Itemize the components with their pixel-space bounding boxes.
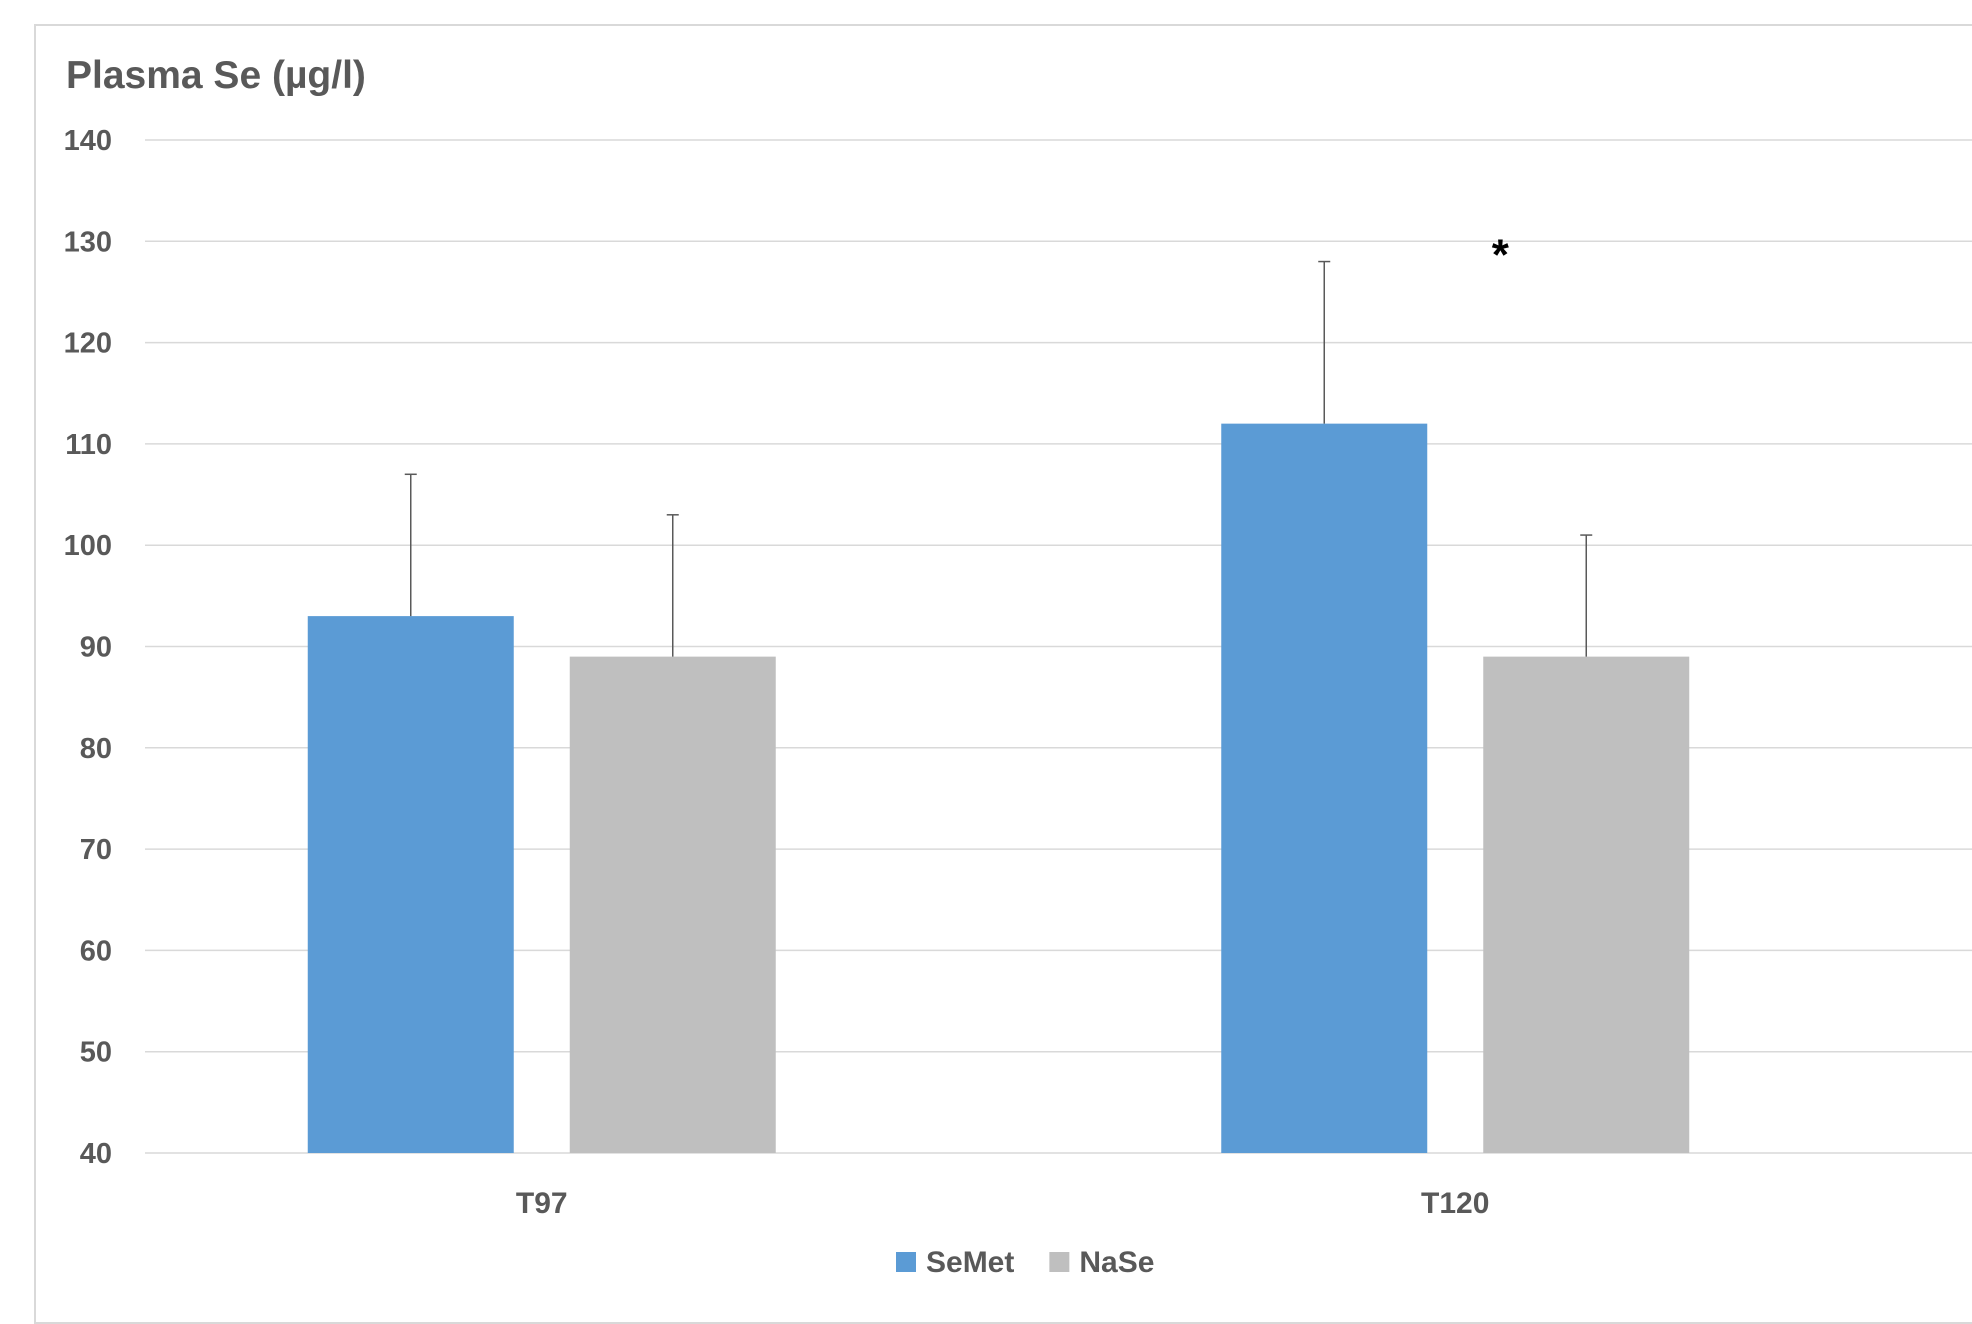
- legend-label: SeMet: [926, 1246, 1014, 1279]
- legend-swatch: [896, 1252, 916, 1272]
- significance-marker: *: [1492, 230, 1510, 279]
- annotations: *: [1492, 230, 1510, 279]
- y-tick-label: 90: [80, 632, 112, 664]
- bar-chart: Plasma Se (µg/l) 40 50 60 70 80 90 100 110 120 13…: [64, 54, 1972, 1279]
- y-tick-label: 40: [80, 1138, 112, 1170]
- y-tick-label: 80: [80, 733, 112, 765]
- y-tick-label: 50: [80, 1037, 112, 1069]
- y-tick-label: 70: [80, 834, 112, 866]
- legend: SeMet NaSe: [896, 1246, 1154, 1279]
- x-axis-categories: T97 T120: [516, 1187, 1490, 1220]
- bar: [307, 616, 514, 1153]
- bar: [1221, 423, 1428, 1153]
- y-tick-label: 130: [64, 226, 112, 258]
- y-tick-label: 140: [64, 125, 112, 157]
- bar: [569, 656, 776, 1153]
- bar: [1483, 656, 1690, 1153]
- y-tick-label: 120: [64, 328, 112, 360]
- y-tick-label: 100: [64, 530, 112, 562]
- y-tick-label: 110: [65, 429, 112, 461]
- chart-title: Plasma Se (µg/l): [66, 54, 366, 97]
- x-category-label: T120: [1421, 1187, 1489, 1220]
- legend-swatch: [1049, 1252, 1070, 1272]
- bars: [307, 423, 1690, 1153]
- x-category-label: T97: [516, 1187, 568, 1220]
- error-bars: [404, 260, 1593, 657]
- legend-label: NaSe: [1079, 1246, 1154, 1279]
- y-tick-label: 60: [80, 935, 112, 967]
- y-axis-ticks: 40 50 60 70 80 90 100 110 120 130 140: [64, 125, 112, 1170]
